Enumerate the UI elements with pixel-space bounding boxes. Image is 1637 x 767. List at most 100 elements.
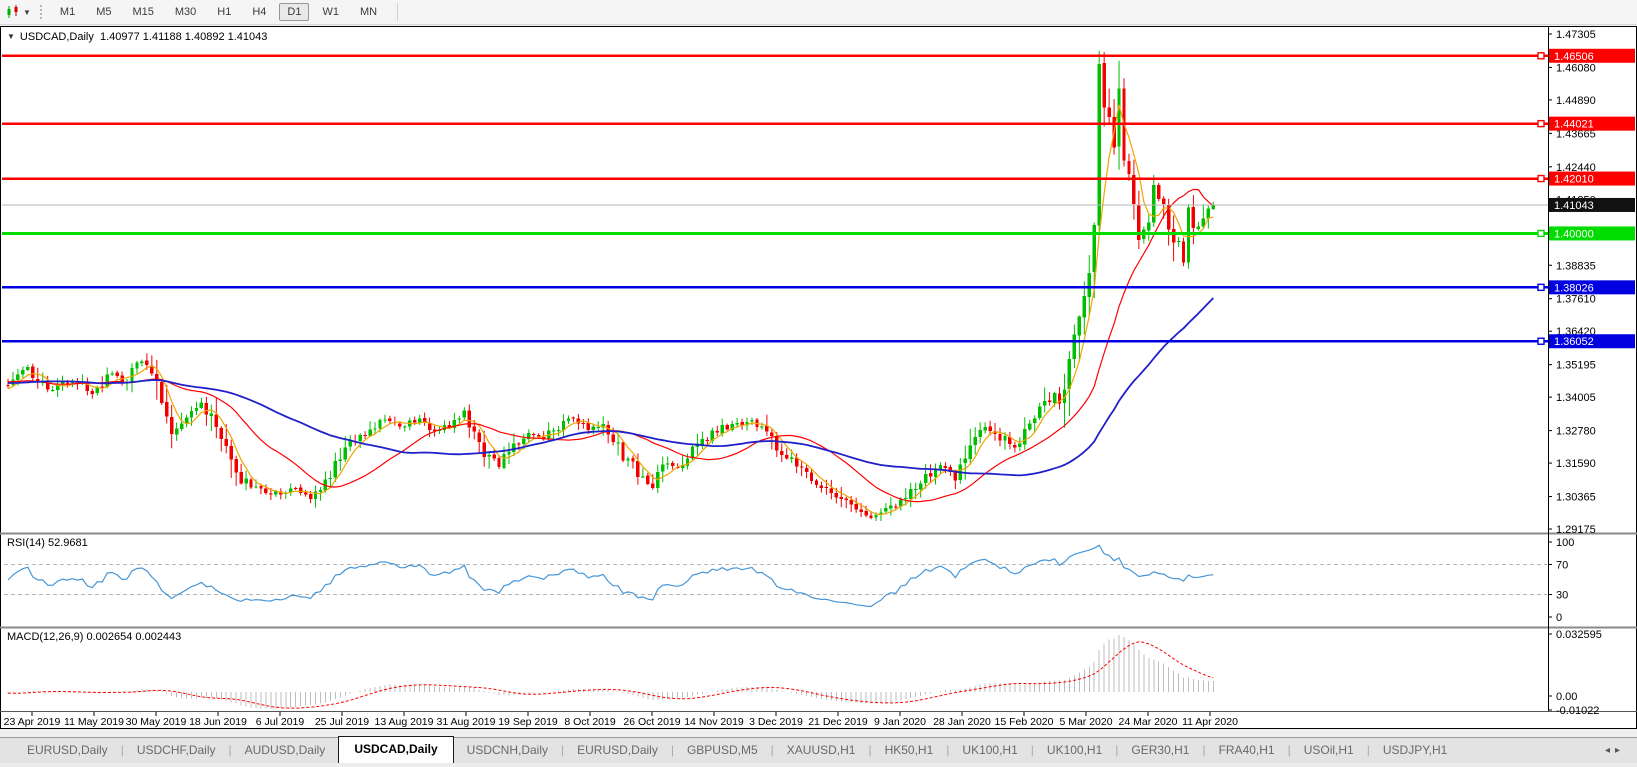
chart-window: ▼ USDCAD,Daily 1.40977 1.41188 1.40892 1.… [0,26,1637,729]
chart-tab-usoil-h1-13[interactable]: USOil,H1 [1303,743,1354,757]
chart-tab-audusd-daily-2[interactable]: AUDUSD,Daily [244,743,326,757]
toolbar-separator [397,3,399,21]
status-strip [0,763,1637,767]
tab-separator: | [1202,743,1206,757]
tab-scroll-right-icon: ▸ [1614,745,1625,756]
chart-tab-usdchf-daily-1[interactable]: USDCHF,Daily [136,743,216,757]
tab-scroll-arrows[interactable]: ◂▸ [1605,745,1637,763]
price-chart[interactable]: 1.473051.460801.448901.436651.424401.412… [0,26,1637,729]
hline-handle-icon [1537,283,1545,292]
timeframe-button-mn[interactable]: MN [359,6,378,18]
tab-separator: | [946,743,950,757]
hline-handle-icon [1537,337,1545,345]
macd-axis-tick: 0.00 [1556,691,1577,703]
price-tick: 1.37610 [1556,294,1596,306]
chart-tab-usdjpy-h1-14[interactable]: USDJPY,H1 [1382,743,1448,757]
chart-tab-uk100-h1-10[interactable]: UK100,H1 [1046,743,1103,757]
tab-separator: | [1115,743,1119,757]
tab-separator: | [770,743,774,757]
price-axis[interactable]: 1.473051.460801.448901.436651.424401.412… [1548,29,1635,717]
date-tick-label: 14 Nov 2019 [684,716,744,728]
date-tick-label: 24 Mar 2020 [1119,716,1178,728]
chart-tab-eurusd-daily-0[interactable]: EURUSD,Daily [27,743,108,757]
timeframe-button-m1[interactable]: M1 [59,6,76,18]
date-tick-label: 30 May 2019 [126,716,187,728]
rsi-indicator-label: RSI(14) 52.9681 [7,537,88,549]
timeframe-button-m30[interactable]: M30 [174,6,197,18]
price-tick: 1.30365 [1556,492,1596,504]
tab-separator: | [1030,743,1034,757]
rsi-axis-tick: 0 [1556,612,1562,624]
price-tick: 1.42440 [1556,162,1596,174]
chart-tab-xauusd-h1-7[interactable]: XAUUSD,H1 [786,743,856,757]
timeframe-button-m5[interactable]: M5 [96,6,112,18]
chart-tab-ger30-h1-11[interactable]: GER30,H1 [1131,743,1190,757]
timeframe-toolbar: ▼ M1 M5 M15 M30 H1 H4 D1 W1 MN [0,0,1637,25]
tab-separator: | [1287,743,1291,757]
rsi-panel [4,544,1547,608]
price-tick: 1.29175 [1556,524,1596,536]
date-tick-label: 21 Dec 2019 [808,716,868,728]
chart-tab-fra40-h1-12[interactable]: FRA40,H1 [1218,743,1275,757]
date-tick-label: 25 Jul 2019 [315,716,369,728]
rsi-axis-tick: 100 [1556,537,1574,549]
axis-price-label: 1.46506 [1554,51,1594,63]
chart-type-icon[interactable] [4,3,22,21]
axis-price-label: 1.41043 [1554,200,1594,212]
timeframe-button-w1[interactable]: W1 [322,6,339,18]
date-tick-label: 23 Apr 2019 [4,716,61,728]
rsi-line [7,544,1214,608]
collapse-triangle-icon[interactable]: ▼ [7,32,15,41]
chart-tabbar: EURUSD,Daily | USDCHF,Daily | AUDUSD,Daily US… [0,736,1637,763]
date-tick-label: 8 Oct 2019 [564,716,616,728]
chart-tab-hk50-h1-8[interactable]: HK50,H1 [884,743,934,757]
hline-handle-icon [1537,174,1545,183]
chart-tab-usdcad-daily-3[interactable]: USDCAD,Daily [338,736,454,763]
dropdown-caret-icon[interactable]: ▼ [23,7,31,17]
date-tick-label: 15 Feb 2020 [995,716,1054,728]
date-tick-label: 19 Sep 2019 [498,716,558,728]
macd-signal-line [7,641,1214,709]
tab-separator: | [670,743,674,757]
chart-tab-usdcnh-daily-4[interactable]: USDCNH,Daily [466,743,549,757]
time-axis[interactable]: 23 Apr 2019 11 May 2019 30 May 2019 18 Jun … [4,712,1238,728]
timeframe-button-m15[interactable]: M15 [132,6,154,18]
date-tick-label: 31 Aug 2019 [437,716,496,728]
chart-tab-eurusd-daily-5[interactable]: EURUSD,Daily [577,743,658,757]
tab-scroll-left-icon: ◂ [1604,745,1615,756]
date-tick-label: 11 Apr 2020 [1182,716,1238,728]
date-tick-label: 26 Oct 2019 [623,716,680,728]
tab-separator: | [120,743,124,757]
date-tick-label: 6 Jul 2019 [256,716,305,728]
rsi-axis-tick: 70 [1556,560,1568,572]
tab-separator: | [1366,743,1370,757]
date-tick-label: 18 Jun 2019 [189,716,247,728]
timeframe-button-h1[interactable]: H1 [217,6,232,18]
chart-tab-gbpusd-m5-6[interactable]: GBPUSD,M5 [686,743,758,757]
price-tick: 1.47305 [1556,29,1596,41]
axis-price-label: 1.38026 [1554,282,1594,294]
chart-tab-uk100-h1-9[interactable]: UK100,H1 [962,743,1018,757]
price-tick: 1.34005 [1556,392,1596,404]
price-tick: 1.35195 [1556,360,1596,372]
date-tick-label: 13 Aug 2019 [375,716,434,728]
rsi-axis-tick: 30 [1556,590,1568,602]
moving-average-5 [7,104,1214,516]
date-tick-label: 28 Jan 2020 [933,716,991,728]
price-tick: 1.44890 [1556,95,1596,107]
timeframe-button-d1[interactable]: D1 [279,3,310,21]
price-tick: 1.38835 [1556,260,1596,272]
date-tick-label: 3 Dec 2019 [749,716,803,728]
timeframe-button-h4[interactable]: H4 [252,6,267,18]
date-tick-label: 11 May 2019 [64,716,124,728]
tab-separator: | [228,743,232,757]
toolbar-grip-icon[interactable] [38,4,44,20]
price-tick: 1.32780 [1556,426,1596,438]
hline-handle-icon [1537,52,1545,60]
hline-handle-icon [1537,229,1545,238]
macd-indicator-label: MACD(12,26,9) 0.002654 0.002443 [7,631,182,643]
main-price-panel [6,50,1215,522]
axis-price-label: 1.42010 [1554,174,1594,186]
moving-average-50 [8,297,1214,477]
